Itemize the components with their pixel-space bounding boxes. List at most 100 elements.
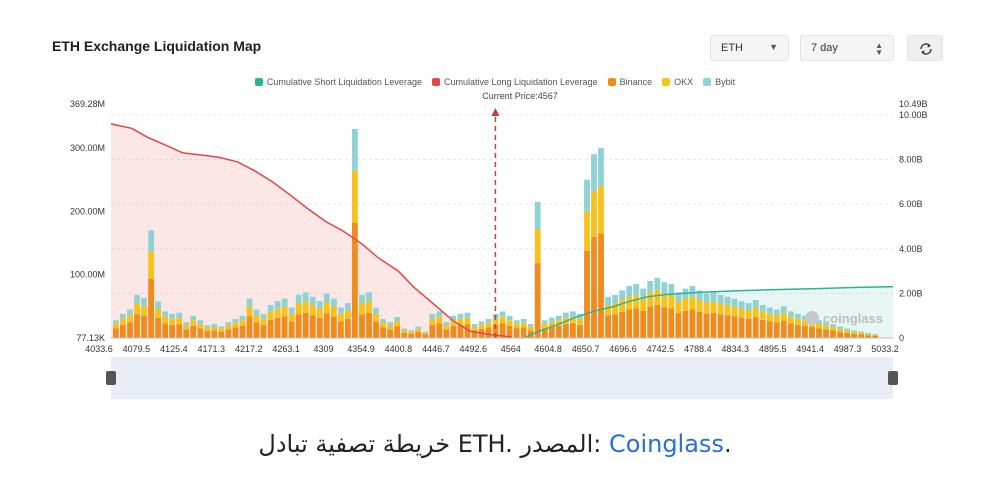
bar-segment-bybit xyxy=(661,282,668,294)
bar-segment-bybit xyxy=(654,277,661,290)
bar-segment-bybit xyxy=(218,326,225,329)
legend-item[interactable]: Cumulative Short Liquidation Leverage xyxy=(254,77,422,87)
legend-item[interactable]: Binance xyxy=(607,77,652,87)
current-price-arrow xyxy=(491,108,500,116)
bar-segment-binance xyxy=(120,324,126,338)
figure-caption: خريطة تصفية تبادل ETH. المصدر: Coinglass… xyxy=(0,430,990,458)
bar-segment-bybit xyxy=(169,313,175,319)
legend-swatch xyxy=(607,78,616,86)
bar-segment-binance xyxy=(577,324,583,338)
bar-segment-okx xyxy=(598,185,604,234)
bar-segment-binance xyxy=(816,328,822,338)
range-slider-right-handle[interactable] xyxy=(888,371,898,385)
bar-segment-binance xyxy=(506,325,513,338)
bar-segment-binance xyxy=(141,316,147,338)
range-slider-track[interactable] xyxy=(111,357,893,399)
bar-segment-binance xyxy=(802,325,808,338)
x-tick-label: 4941.4 xyxy=(796,344,824,354)
bar-segment-binance xyxy=(661,307,668,338)
bar-segment-bybit xyxy=(851,330,857,332)
bar-segment-binance xyxy=(563,324,569,338)
bar-segment-okx xyxy=(197,323,204,329)
bar-segment-okx xyxy=(281,306,288,317)
bar-segment-okx xyxy=(253,315,260,323)
bar-segment-okx xyxy=(773,315,780,323)
bar-segment-bybit xyxy=(387,322,393,326)
bar-segment-okx xyxy=(176,317,183,324)
bar-segment-binance xyxy=(612,314,618,338)
bar-segment-binance xyxy=(654,304,661,338)
bar-segment-binance xyxy=(738,317,745,338)
legend-item[interactable]: Cumulative Long Liquidation Leverage xyxy=(431,77,598,87)
bar-segment-binance xyxy=(267,319,274,338)
bar-segment-bybit xyxy=(823,322,829,326)
bar-segment-bybit xyxy=(520,319,527,323)
symbol-select[interactable]: ETH ▼ xyxy=(710,35,789,61)
bar-segment-bybit xyxy=(316,301,323,309)
bar-segment-okx xyxy=(520,322,527,328)
bar-segment-bybit xyxy=(773,309,780,316)
bar-segment-okx xyxy=(872,335,879,336)
bar-segment-bybit xyxy=(246,298,253,307)
bar-segment-okx xyxy=(323,302,330,314)
bar-segment-binance xyxy=(647,306,654,338)
bar-segment-bybit xyxy=(795,313,801,319)
bar-segment-okx xyxy=(858,332,865,335)
bar-segment-binance xyxy=(724,315,731,338)
bar-segment-binance xyxy=(288,321,295,338)
bar-segment-okx xyxy=(113,323,119,329)
bar-segment-okx xyxy=(134,303,140,315)
y-left-tick-label: 300.00M xyxy=(70,143,105,153)
bar-segment-okx xyxy=(626,296,633,310)
bar-segment-okx xyxy=(457,318,464,325)
caption-source-link[interactable]: Coinglass xyxy=(609,430,724,458)
bar-segment-binance xyxy=(183,329,190,338)
bar-segment-okx xyxy=(366,301,372,313)
bar-segment-bybit xyxy=(548,317,555,322)
bar-segment-binance xyxy=(281,316,288,338)
legend-label: Cumulative Long Liquidation Leverage xyxy=(443,77,598,87)
bar-segment-binance xyxy=(640,310,647,338)
bar-segment-binance xyxy=(809,326,815,338)
bar-segment-bybit xyxy=(183,322,190,326)
bar-segment-bybit xyxy=(422,331,429,333)
bar-segment-okx xyxy=(731,306,738,317)
legend-item[interactable]: Bybit xyxy=(703,77,735,87)
bar-segment-binance xyxy=(148,278,154,338)
bar-segment-binance xyxy=(830,330,836,338)
bar-segment-bybit xyxy=(253,309,260,316)
bar-segment-okx xyxy=(274,308,281,318)
bar-segment-binance xyxy=(429,324,436,338)
bar-segment-okx xyxy=(387,325,393,330)
x-tick-label: 4696.6 xyxy=(609,344,637,354)
bar-segment-okx xyxy=(338,313,344,322)
bar-segment-bybit xyxy=(647,281,654,293)
bar-segment-binance xyxy=(422,334,429,338)
period-select[interactable]: 7 day ▲ ▼ xyxy=(800,35,894,61)
refresh-button[interactable] xyxy=(907,35,943,61)
bar-segment-binance xyxy=(260,324,267,338)
range-slider[interactable] xyxy=(106,357,898,399)
bar-segment-okx xyxy=(492,318,499,325)
bar-segment-okx xyxy=(478,324,485,329)
refresh-icon xyxy=(920,43,932,55)
bar-segment-okx xyxy=(816,323,822,329)
bar-segment-bybit xyxy=(534,201,541,229)
bar-segment-okx xyxy=(380,322,386,328)
legend-label: Cumulative Short Liquidation Leverage xyxy=(266,77,422,87)
bar-segment-bybit xyxy=(485,319,492,323)
bar-segment-bybit xyxy=(331,298,337,307)
bar-segment-bybit xyxy=(134,294,140,304)
bar-segment-bybit xyxy=(612,294,618,304)
legend-item[interactable]: OKX xyxy=(662,77,693,87)
chart-legend: Cumulative Short Liquidation Leverage Cum… xyxy=(0,77,990,87)
bar-segment-binance xyxy=(619,311,625,338)
bar-segment-okx xyxy=(302,301,309,313)
bar-segment-binance xyxy=(338,321,344,338)
bar-segment-binance xyxy=(394,326,400,338)
range-slider-left-handle[interactable] xyxy=(106,371,116,385)
bar-segment-okx xyxy=(710,301,717,313)
bar-segment-bybit xyxy=(865,332,872,334)
bar-segment-okx xyxy=(345,310,351,319)
bar-segment-okx xyxy=(204,327,211,332)
